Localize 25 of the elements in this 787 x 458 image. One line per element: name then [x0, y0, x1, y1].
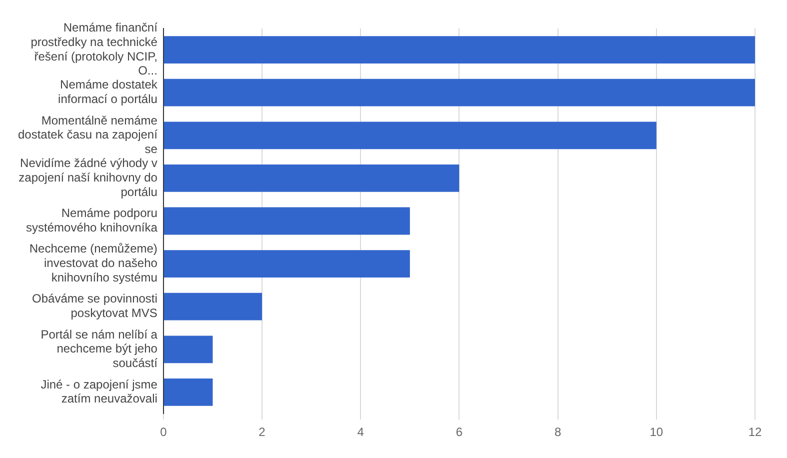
x-tick-label: 2	[258, 425, 266, 440]
y-tick-label: Nemáme podporu systémového knihovníka	[26, 206, 158, 235]
x-tick-label: 4	[357, 425, 364, 440]
bar	[164, 336, 213, 364]
x-tick-label: 10	[650, 425, 664, 440]
x-tick-label: 6	[456, 425, 463, 440]
y-tick-label: Nemáme finanční prostředky na technické řešení (protokoly NCIP, O...	[30, 20, 158, 78]
y-tick-label: Jiné - o zapojení jsme zatím neuvažovali	[40, 377, 158, 406]
y-tick-label: Nevidíme žádné výhody v zapojení naší knihovny do portálu	[18, 156, 158, 199]
x-tick-label: 0	[160, 425, 168, 440]
bar	[164, 36, 755, 64]
x-tick-label: 12	[748, 425, 762, 440]
bar	[164, 207, 410, 235]
y-tick-label: Obáváme se povinnosti poskytovat MVS	[32, 292, 158, 320]
y-tick-label: Nechceme (nemůžeme) investovat do našeho knihovního systému	[29, 242, 158, 285]
bar	[164, 250, 410, 278]
y-tick-label: Portál se nám nelíbí a nechceme být jeho součástí	[40, 327, 158, 370]
bar	[164, 122, 656, 150]
y-tick-label: Nemáme dostatek informací o portálu	[58, 78, 158, 106]
y-tick-label: Momentálně nemáme dostatek času na zapojení se	[18, 113, 158, 156]
bar	[164, 378, 213, 406]
bar	[164, 164, 460, 192]
bar	[164, 78, 755, 106]
bar	[164, 292, 262, 320]
x-tick-label: 8	[554, 425, 562, 440]
